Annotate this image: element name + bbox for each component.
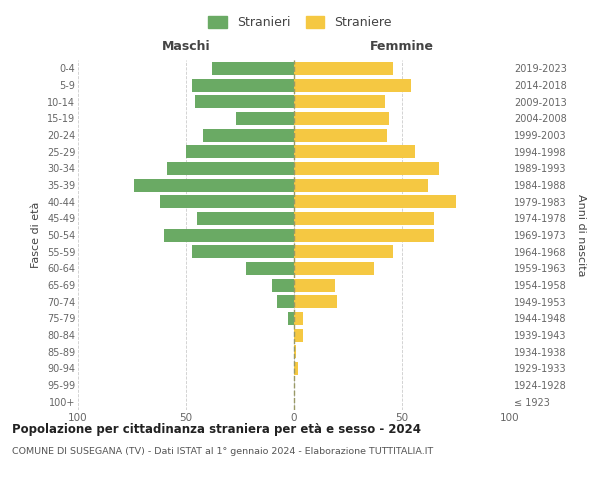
Bar — [294, 195, 456, 208]
Bar — [193, 78, 294, 92]
Bar — [134, 178, 294, 192]
Bar — [294, 245, 394, 258]
Bar — [194, 95, 294, 108]
Bar — [294, 278, 335, 291]
Bar — [272, 278, 294, 291]
Bar — [287, 312, 294, 325]
Bar — [164, 228, 294, 241]
Bar — [236, 112, 294, 125]
Bar — [186, 145, 294, 158]
Bar — [294, 62, 394, 75]
Bar — [294, 162, 439, 175]
Y-axis label: Anni di nascita: Anni di nascita — [577, 194, 586, 276]
Bar — [294, 95, 385, 108]
Bar — [160, 195, 294, 208]
Bar — [294, 145, 415, 158]
Bar — [277, 295, 294, 308]
Bar — [197, 212, 294, 225]
Text: Femmine: Femmine — [370, 40, 434, 53]
Bar — [294, 362, 298, 375]
Bar — [294, 112, 389, 125]
Bar — [294, 78, 410, 92]
Bar — [203, 128, 294, 141]
Bar — [294, 228, 434, 241]
Bar — [294, 312, 302, 325]
Bar — [294, 178, 428, 192]
Bar — [212, 62, 294, 75]
Bar — [294, 262, 374, 275]
Legend: Stranieri, Straniere: Stranieri, Straniere — [203, 11, 397, 34]
Text: Popolazione per cittadinanza straniera per età e sesso - 2024: Popolazione per cittadinanza straniera p… — [12, 422, 421, 436]
Bar — [294, 345, 296, 358]
Bar — [247, 262, 294, 275]
Text: Maschi: Maschi — [161, 40, 211, 53]
Bar — [193, 245, 294, 258]
Y-axis label: Fasce di età: Fasce di età — [31, 202, 41, 268]
Bar — [294, 295, 337, 308]
Bar — [294, 128, 387, 141]
Bar — [294, 212, 434, 225]
Bar — [167, 162, 294, 175]
Bar — [294, 328, 302, 342]
Text: COMUNE DI SUSEGANA (TV) - Dati ISTAT al 1° gennaio 2024 - Elaborazione TUTTITALI: COMUNE DI SUSEGANA (TV) - Dati ISTAT al … — [12, 448, 433, 456]
